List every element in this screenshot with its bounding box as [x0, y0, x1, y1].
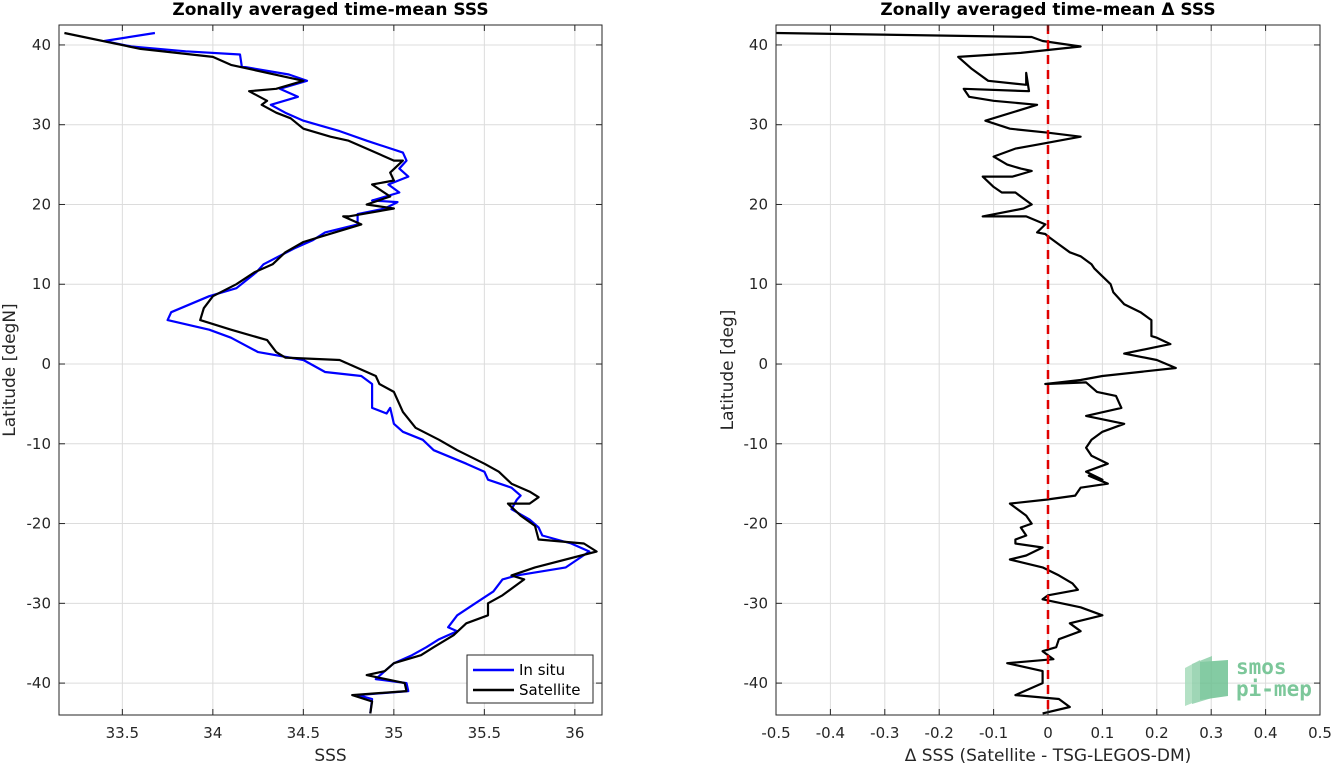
sss-x-tick-label: 35.5 [468, 724, 501, 742]
delta-sss-y-tick-label: 40 [749, 36, 768, 54]
delta-sss-x-tick-label: 0.5 [1308, 724, 1332, 742]
delta-sss-x-tick-label: -0.4 [816, 724, 845, 742]
sss-x-tick-label: 34.5 [287, 724, 320, 742]
delta-sss-y-tick-label: -30 [744, 594, 769, 612]
delta-sss-x-tick-label: 0 [1043, 724, 1053, 742]
sss-x-tick-label: 35 [384, 724, 403, 742]
delta-sss-x-tick-label: 0.4 [1254, 724, 1278, 742]
delta-sss-series-line-0 [775, 31, 1177, 715]
sss-y-tick-label: 20 [32, 195, 51, 213]
sss-y-tick-label: 10 [32, 275, 51, 293]
sss-series-line-in-situ [103, 31, 591, 714]
delta-sss-x-tick-label: -0.3 [870, 724, 899, 742]
logo-text-pi-mep: pi-mep [1236, 677, 1312, 701]
sss-profile-axes-frame [58, 24, 603, 716]
sss-y-tick-label: -40 [27, 674, 52, 692]
delta-sss-y-tick-label: -20 [744, 515, 769, 533]
delta-sss-x-tick-label: -0.5 [761, 724, 790, 742]
delta-sss-x-tick-label: 0.3 [1199, 724, 1223, 742]
delta-sss-y-axis-label: Latitude [deg] [718, 310, 738, 431]
sss-profile-x-axis-label: SSS [314, 746, 346, 764]
delta-sss-x-tick-label: 0.1 [1090, 724, 1114, 742]
sss-profile-legend: In situ Satellite [466, 654, 594, 704]
smos-pi-mep-logo: smos pi-mep [1185, 655, 1312, 706]
sss-series-line-satellite [64, 31, 598, 714]
smos-pi-mep-logo-icon [1185, 656, 1228, 706]
sss-y-tick-label: 0 [41, 355, 51, 373]
delta-sss-series [775, 25, 1177, 715]
delta-sss-y-tick-label: 10 [749, 275, 768, 293]
sss-profile-panel: 33.5 34 34.5 35 35.5 36-40-30-20-10010203040 … [0, 0, 603, 764]
legend-label-in-situ: In situ [519, 661, 565, 679]
delta-sss-y-tick-label: -10 [744, 435, 769, 453]
sss-x-tick-label: 33.5 [106, 724, 139, 742]
logo-text-smos: smos [1236, 655, 1287, 679]
sss-y-tick-label: -10 [27, 435, 52, 453]
delta-sss-x-tick-label: 0.2 [1145, 724, 1169, 742]
delta-sss-x-tick-label: -0.2 [925, 724, 954, 742]
sss-profile-grid [59, 25, 602, 715]
sss-profile-series [64, 31, 598, 714]
sss-y-tick-label: -30 [27, 594, 52, 612]
sss-y-tick-label: -20 [27, 515, 52, 533]
delta-sss-y-tick-label: 0 [758, 355, 768, 373]
delta-sss-ticks: -0.5 -0.4 -0.3 -0.2 -0.1 0 0.1 0.2 0.3 0.4 0.5 -40 -… [744, 25, 1332, 742]
sss-profile-y-axis-label: Latitude [degN] [0, 303, 20, 436]
sss-y-tick-label: 30 [32, 116, 51, 134]
sss-x-tick-label: 34 [203, 724, 222, 742]
delta-sss-x-tick-label: -0.1 [979, 724, 1008, 742]
delta-sss-x-axis-label: Δ SSS (Satellite - TSG-LEGOS-DM) [905, 746, 1192, 764]
sss-profile-ticks: 33.5 34 34.5 35 35.5 36 -40 -30 -20 -10 0 10 20 30 40 [27, 25, 602, 742]
delta-sss-profile-panel: smos pi-mep -0.5 -0.4 -0.3 -0.2 -0.1 0 0.1 0.2 0… [718, 0, 1332, 764]
sss-y-tick-label: 40 [32, 36, 51, 54]
sss-profile-title: Zonally averaged time-mean SSS [172, 0, 488, 20]
delta-sss-y-tick-label: -40 [744, 674, 769, 692]
delta-sss-title: Zonally averaged time-mean Δ SSS [880, 0, 1215, 20]
legend-label-satellite: Satellite [519, 681, 580, 699]
legend-box [466, 654, 594, 704]
delta-sss-y-tick-label: 30 [749, 116, 768, 134]
sss-x-tick-label: 36 [565, 724, 584, 742]
delta-sss-y-tick-label: 20 [749, 195, 768, 213]
